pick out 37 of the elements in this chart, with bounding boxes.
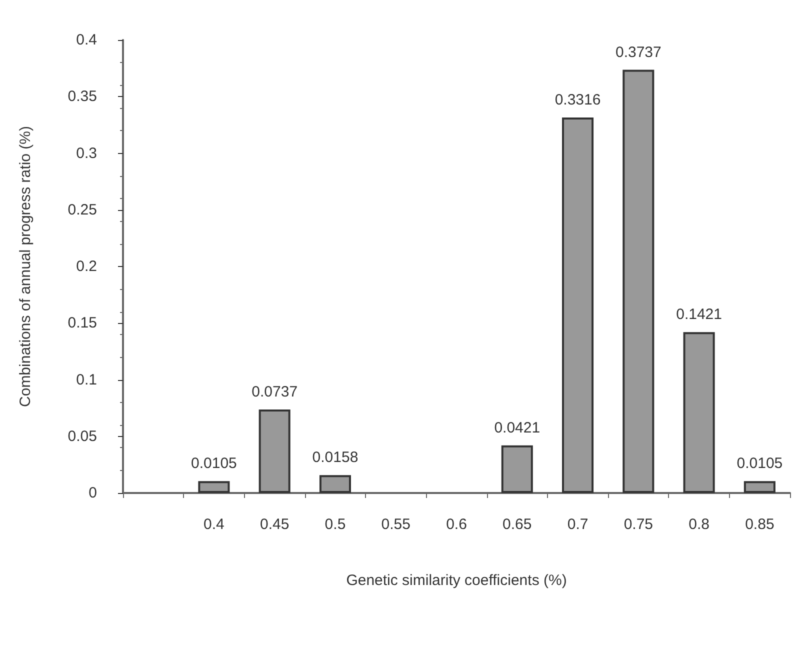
bar [744,481,776,493]
data-label: 0.0105 [191,455,237,472]
y-axis-title: Combinations of annual progress ratio (%) [17,126,34,407]
x-tick-label: 0.6 [446,516,467,533]
x-tick-label: 0.8 [688,516,710,533]
x-tick-label: 0.55 [381,516,410,533]
data-label: 0.3316 [554,91,601,108]
data-label: 0.0737 [252,384,298,401]
bar [622,70,654,493]
y-tick-label: 0.4 [76,32,97,48]
y-tick-label: 0 [88,484,97,502]
data-label: 0.0158 [312,449,358,466]
bar [258,410,290,493]
data-label: 0.0105 [736,455,783,472]
y-tick-label: 0.35 [68,88,97,106]
y-tick-label: 0.25 [68,201,97,218]
x-tick-label: 0.7 [567,516,588,533]
x-tick-label: 0.65 [502,516,532,533]
x-tick-label: 0.45 [260,516,290,533]
data-label: 0.3737 [615,44,662,61]
x-tick-label: 0.5 [324,516,346,533]
y-tick-label: 0.3 [76,144,97,162]
bar [683,332,715,493]
y-tick-label: 0.15 [68,314,97,332]
bar [501,445,533,493]
x-axis-title: Genetic similarity coefficients (%) [346,572,567,589]
data-label: 0.1421 [676,306,722,324]
y-tick-label: 0.05 [68,428,97,445]
x-tick-label: 0.85 [745,516,774,533]
y-tick-label: 0.1 [76,371,97,388]
x-tick-label: 0.75 [624,516,654,533]
y-tick-label: 0.2 [76,258,97,275]
bar [319,475,351,493]
bar [562,117,594,493]
bar [198,481,230,493]
data-label: 0.0421 [494,419,540,436]
x-tick-label: 0.4 [204,516,224,533]
